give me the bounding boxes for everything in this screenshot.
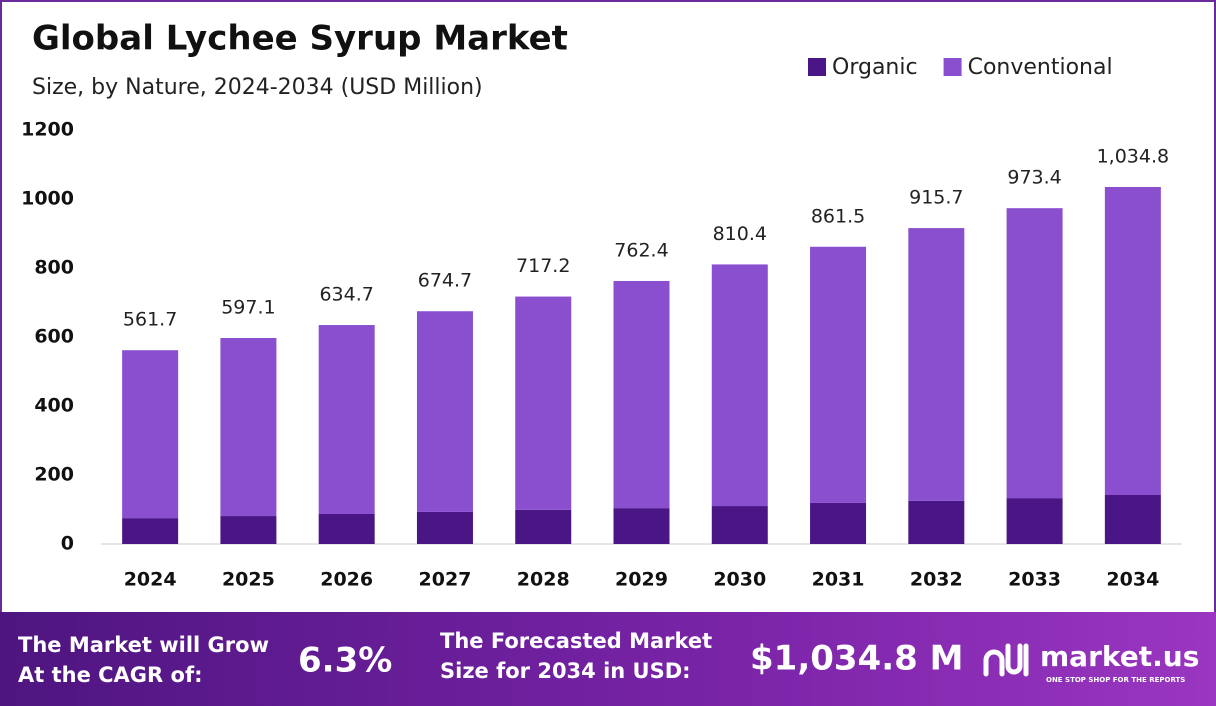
total-label: 810.4	[713, 223, 767, 245]
y-tick-label: 600	[34, 326, 74, 348]
x-tick-label: 2028	[517, 569, 570, 591]
bar-segment	[318, 513, 375, 544]
footer-forecast-value: $1,034.8 M	[750, 639, 963, 679]
bar-segment	[810, 502, 867, 544]
total-label: 561.7	[123, 309, 177, 331]
x-tick-label: 2024	[124, 569, 177, 591]
legend-label: Organic	[832, 55, 918, 80]
x-tick-label: 2033	[1008, 569, 1061, 591]
bar-segment	[1104, 495, 1161, 544]
x-tick-label: 2026	[320, 569, 373, 591]
x-tick-label: 2027	[419, 569, 472, 591]
bar-segment	[515, 296, 572, 510]
bar-segment	[318, 325, 375, 514]
bar-segment	[515, 509, 572, 544]
bar-segment	[416, 511, 473, 544]
y-tick-label: 1200	[21, 119, 74, 141]
bar-segment	[122, 518, 179, 544]
total-label: 861.5	[811, 205, 865, 227]
bar-segment	[1006, 208, 1063, 499]
x-tick-label: 2030	[713, 569, 766, 591]
y-tick-label: 400	[34, 395, 74, 417]
bar-segment	[810, 246, 867, 503]
bar-segment	[908, 228, 965, 501]
x-tick-label: 2032	[910, 569, 963, 591]
x-tick-label: 2034	[1106, 569, 1159, 591]
total-label: 915.7	[909, 187, 963, 209]
brand-tagline: ONE STOP SHOP FOR THE REPORTS	[1046, 676, 1185, 684]
y-tick-label: 0	[61, 533, 74, 555]
brand-logo	[983, 643, 1029, 677]
legend-swatch	[943, 58, 962, 76]
bar-segment	[220, 338, 277, 517]
total-label: 634.7	[319, 284, 373, 306]
footer-band	[0, 612, 1216, 706]
total-label: 597.1	[221, 297, 275, 319]
bar-segment	[122, 350, 179, 519]
total-label: 973.4	[1007, 167, 1061, 189]
legend-swatch	[808, 58, 826, 76]
legend-label: Conventional	[968, 55, 1113, 80]
footer-cagr-text: The Market will Grow	[18, 633, 269, 657]
brand-name: market.us	[1040, 640, 1199, 673]
bar-segment	[613, 280, 670, 509]
bar-segment	[711, 506, 768, 544]
y-tick-label: 800	[34, 257, 74, 279]
chart-title: Global Lychee Syrup Market	[32, 19, 568, 59]
y-tick-label: 1000	[21, 188, 74, 210]
bar-segment	[711, 264, 768, 507]
total-label: 1,034.8	[1097, 145, 1170, 167]
bar-segment	[416, 311, 473, 512]
bar-segment	[613, 508, 670, 544]
bar-segment	[220, 516, 277, 544]
chart-subtitle: Size, by Nature, 2024-2034 (USD Million)	[32, 75, 483, 100]
total-label: 674.7	[418, 270, 472, 292]
footer-forecast-text: The Forecasted Market	[440, 629, 712, 653]
total-label: 717.2	[516, 255, 570, 277]
x-tick-label: 2029	[615, 569, 668, 591]
total-label: 762.4	[614, 239, 668, 261]
x-tick-label: 2031	[812, 569, 865, 591]
y-tick-label: 200	[34, 464, 74, 486]
x-tick-label: 2025	[222, 569, 275, 591]
footer-cagr-value: 6.3%	[298, 641, 392, 681]
bar-segment	[908, 500, 965, 544]
footer-cagr-text: At the CAGR of:	[18, 663, 203, 687]
footer-forecast-text: Size for 2034 in USD:	[440, 659, 691, 683]
bar-segment	[1104, 186, 1161, 496]
bar-segment	[1006, 498, 1063, 544]
